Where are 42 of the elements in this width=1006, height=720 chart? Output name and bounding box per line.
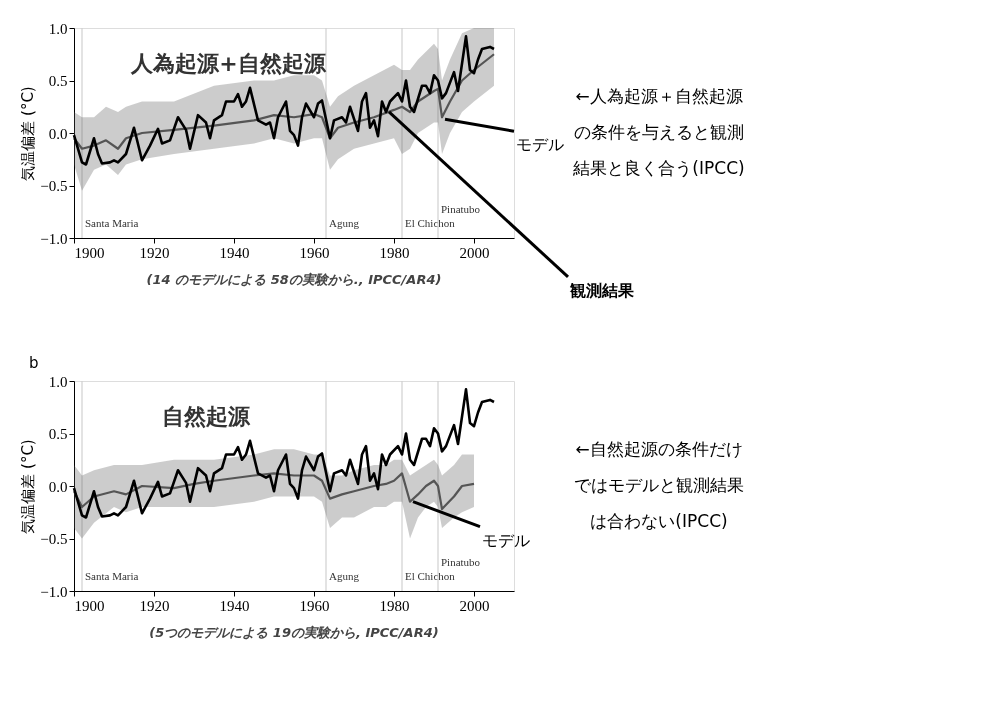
ref-line-label: El Chichon <box>405 570 456 582</box>
x-tick-label: 1920 <box>139 597 170 614</box>
y-tick-label: 0.5 <box>48 426 68 442</box>
text: b <box>29 354 39 372</box>
ref-line-label: Agung <box>329 570 360 582</box>
y-tick-label: 1.0 <box>48 373 68 390</box>
y-tick-label: −1.0 <box>40 583 68 600</box>
annotation: モデル <box>482 530 530 550</box>
ref-line-label: El Chichon <box>405 217 456 229</box>
ref-line-label: Pinatubo <box>441 203 481 215</box>
x-tick-label: 2000 <box>459 597 490 614</box>
y-tick-label: 0.5 <box>48 73 68 89</box>
ref-line-label: Agung <box>329 217 360 229</box>
x-tick-label: 1900 <box>74 244 105 261</box>
y-tick-label: 0.0 <box>48 478 68 495</box>
x-tick-label: 1960 <box>299 597 330 614</box>
x-tick-label: 1940 <box>219 597 250 614</box>
y-tick-label: 0.0 <box>48 125 68 142</box>
x-tick-label: 2000 <box>459 244 490 261</box>
ref-line-label: Pinatubo <box>441 556 481 568</box>
y-axis-title: 気温偏差 (°C) <box>19 86 38 181</box>
text: (14 のモデルによる 58の実験から., IPCC/AR4) <box>146 272 442 287</box>
x-tick-label: 1960 <box>299 244 330 261</box>
x-tick-label: 1900 <box>74 597 105 614</box>
x-tick-label: 1920 <box>139 244 170 261</box>
text: 人為起源+自然起源 <box>130 51 327 76</box>
x-tick-label: 1980 <box>379 597 410 614</box>
y-tick-label: −0.5 <box>40 531 68 547</box>
annotation: 観測結果 <box>569 280 635 300</box>
ref-line-label: Santa Maria <box>85 217 139 229</box>
y-tick-label: −1.0 <box>40 230 68 247</box>
ref-line-label: Santa Maria <box>85 570 139 582</box>
text: ←人為起源＋自然起源の条件を与えると観測結果と良く合う(IPCC) <box>572 86 745 178</box>
text: 自然起源 <box>162 404 251 429</box>
x-tick-label: 1940 <box>219 244 250 261</box>
y-tick-label: 1.0 <box>48 20 68 37</box>
y-tick-label: −0.5 <box>40 178 68 194</box>
annotation: モデル <box>516 135 564 155</box>
text: ←自然起源の条件だけではモデルと観測結果は合わない(IPCC) <box>574 439 744 531</box>
x-tick-label: 1980 <box>379 244 410 261</box>
text: (5つのモデルによる 19の実験から, IPCC/AR4) <box>149 625 439 640</box>
y-axis-title: 気温偏差 (°C) <box>19 439 38 534</box>
